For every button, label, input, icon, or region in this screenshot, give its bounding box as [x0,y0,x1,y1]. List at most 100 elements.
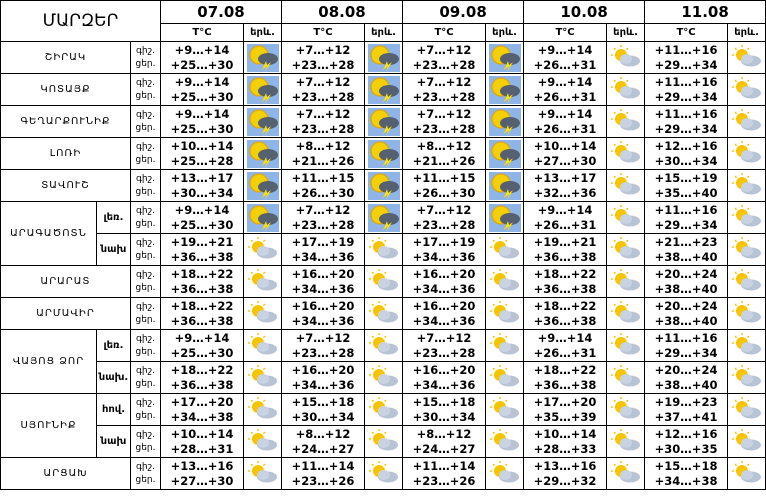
partly-cloudy-icon [610,396,640,418]
partly-cloudy-icon [610,364,640,386]
temperature: +7…+12 +23…+28 [402,201,487,234]
text: T°C [434,27,454,38]
temperature: +20…+24 +38…+40 [644,297,729,330]
text: նախ. [98,372,129,383]
icon-header: երև. [364,23,404,42]
region-name: ԿՈՏԱՅՔ [0,73,131,106]
partly-cloudy-icon [247,396,277,418]
storm-icon [488,75,521,104]
partly-cloudy-icon [247,364,277,386]
weather-icon-cell [606,73,646,106]
weather-icon-cell [727,329,766,362]
text: 11.08 [681,3,729,21]
text: +18…+22 [170,362,234,377]
text: +9…+14 [174,106,230,121]
text: գիշ. [136,429,155,440]
text: +20…+24 [654,266,718,281]
periods: գիշ. ցեր. [130,393,161,426]
text: +26…+31 [533,345,597,360]
text: +10…+14 [170,426,234,441]
temperature: +15…+18 +34…+38 [644,457,729,490]
text: +30…+34 [291,409,355,424]
text: +28…+33 [533,441,597,456]
weather-icon-cell [606,233,646,266]
zone: հով. [96,393,131,426]
storm-icon [246,203,279,232]
text: +8…+12 [295,426,351,441]
periods: գիշ. ցեր. [130,137,161,170]
weather-icon-cell [364,169,404,202]
text: +16…+20 [412,298,476,313]
temperature: +18…+22 +36…+38 [160,297,244,330]
text: +38…+40 [654,313,718,328]
periods: գիշ. ցեր. [130,329,161,362]
text: գիշ. [136,237,155,248]
text: +11…+15 [412,170,476,185]
weather-icon-cell [485,265,525,298]
partly-cloudy-icon [368,396,398,418]
weather-icon-cell [485,201,525,234]
text: +25…+30 [170,217,234,232]
subheader-row: T°C երև. T°C երև. T°C երև. T°C երև. T°C երև. [1,23,766,42]
text: +20…+24 [654,298,718,313]
weather-icon-cell [364,137,404,170]
text: +38…+40 [654,249,718,264]
temperature: +9…+14 +25…+30 [160,73,244,106]
temperature: +16…+20 +34…+36 [281,361,366,394]
weather-icon-cell [606,41,646,74]
text: +11…+14 [291,458,355,473]
text: +9…+14 [174,74,230,89]
weather-icon-cell [727,361,766,394]
weather-icon-cell [242,457,283,490]
text: +26…+31 [533,217,597,232]
zone: նախ [96,425,131,458]
partly-cloudy-icon [489,428,519,450]
partly-cloudy-icon [731,428,761,450]
temperature: +17…+20 +34…+38 [160,393,244,426]
text: +29…+34 [654,217,718,232]
weather-icon-cell [364,297,404,330]
weather-icon-cell [485,361,525,394]
header-title: ՄԱՐԶԵՐ [0,0,161,42]
text: գիշ. [136,269,155,280]
text: գիշ. [136,77,155,88]
temperature: +9…+14 +25…+30 [160,201,244,234]
text: +23…+26 [412,473,476,488]
text: +15…+19 [654,170,718,185]
weather-icon-cell [606,105,646,138]
temperature: +9…+14 +25…+30 [160,105,244,138]
text: +16…+20 [412,362,476,377]
text: T°C [555,27,575,38]
partly-cloudy-icon [489,300,519,322]
weather-icon-cell [485,105,525,138]
zone: լեռ. [96,201,131,234]
temperature: +8…+12 +24…+27 [281,425,366,458]
text: +34…+38 [654,473,718,488]
region-name: ԱՐՄԱՎԻՐ [0,297,131,330]
text: +19…+21 [170,234,234,249]
partly-cloudy-icon [610,204,640,226]
text: +29…+34 [654,121,718,136]
text: +34…+36 [291,249,355,264]
text: +38…+40 [654,281,718,296]
periods: գիշ. ցեր. [130,361,161,394]
weather-icon-cell [485,169,525,202]
text: նախ [100,244,127,255]
weather-icon-cell [364,201,404,234]
text: +9…+14 [174,330,230,345]
weather-icon-cell [242,169,283,202]
storm-icon [488,43,521,72]
temperature: +18…+22 +36…+38 [160,361,244,394]
text: +17…+19 [412,234,476,249]
text: T°C [676,27,696,38]
temperature: +17…+20 +35…+39 [523,393,608,426]
weather-icon-cell [727,297,766,330]
text: ցեր. [135,186,156,197]
text: +12…+16 [654,426,718,441]
weather-icon-cell [727,457,766,490]
text: +7…+12 [416,42,472,57]
text: 10.08 [560,3,608,21]
text: +20…+24 [654,362,718,377]
temperature: +7…+12 +23…+28 [402,73,487,106]
